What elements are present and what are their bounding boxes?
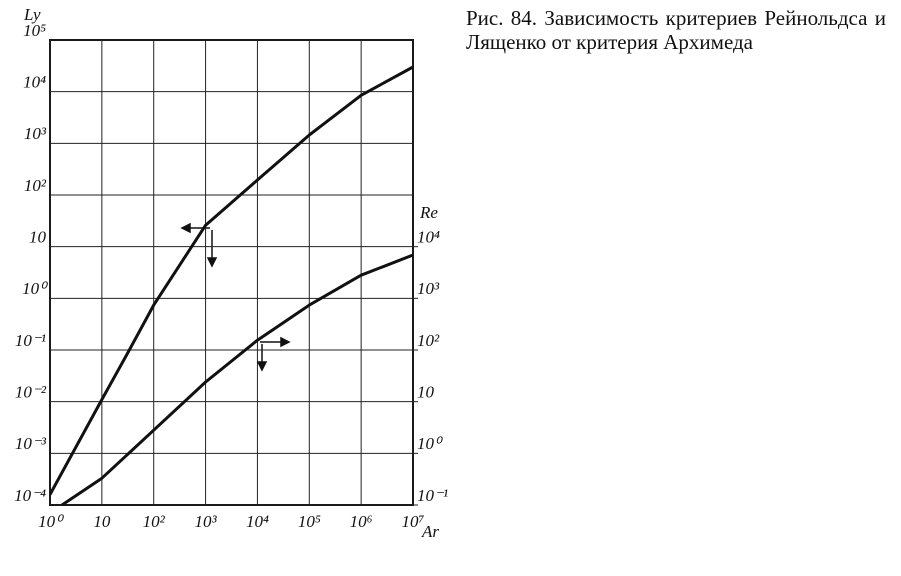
y2-tick-label: 10⁻¹	[417, 486, 448, 505]
y-tick-label: 10⁴	[23, 73, 46, 92]
y-tick-label: 10⁵	[23, 21, 46, 40]
annotation-arrows	[180, 222, 291, 372]
y2-tick-label: 10²	[417, 331, 440, 350]
arrowhead	[206, 257, 218, 268]
x-tick-label: 10	[93, 512, 111, 531]
arrowhead	[256, 361, 268, 372]
plot-frame	[49, 39, 414, 506]
caption: Рис. 84. Зависимость критериев Рейнольдс…	[466, 6, 886, 54]
y2-tick-label: 10⁰	[417, 434, 443, 453]
y2-tick-label: 10³	[417, 279, 440, 298]
y2-tick-label: 10⁴	[417, 228, 440, 247]
y-tick-label: 10⁻¹	[15, 331, 46, 350]
arrowhead	[180, 222, 191, 234]
x-tick-label: 10⁰	[38, 512, 64, 531]
y-tick-label: 10⁻³	[15, 434, 47, 453]
y-tick-label: 10⁰	[22, 279, 48, 298]
x-axis-label: Ar	[421, 522, 439, 541]
x-tick-label: 10²	[143, 512, 166, 531]
y-tick-label: 10	[29, 228, 47, 247]
y-tick-label: 10³	[24, 124, 47, 143]
x-tick-label: 10⁶	[350, 512, 373, 531]
data-line	[61, 253, 413, 505]
x-tick-label: 10⁵	[298, 512, 321, 531]
y-tick-label: 10⁻²	[15, 383, 47, 402]
x-tick-label: 10⁷	[402, 512, 425, 531]
y2-tick-label: 10	[417, 383, 435, 402]
y2-axis-label: Re	[419, 203, 438, 222]
y-tick-label: 10²	[24, 176, 47, 195]
y-axis-label: Ly	[23, 5, 41, 24]
x-tick-label: 10⁴	[246, 512, 269, 531]
data-line	[50, 65, 413, 496]
x-tick-label: 10³	[195, 512, 218, 531]
y-tick-label: 10⁻⁴	[14, 486, 46, 505]
arrowhead	[280, 336, 291, 348]
